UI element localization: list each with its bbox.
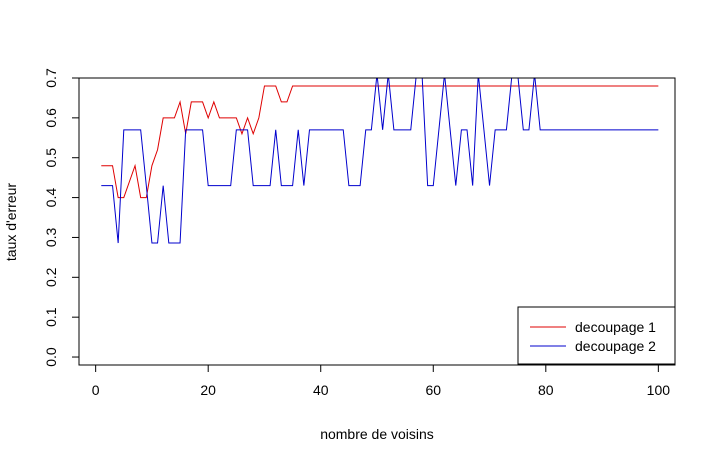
x-axis-title: nombre de voisins [320,426,434,442]
y-tick-label: 0.1 [43,307,59,327]
x-tick-label: 60 [425,382,441,398]
legend-label-decoupage-2: decoupage 2 [575,338,656,354]
y-tick-label: 0.4 [43,188,59,208]
legend-box [517,306,676,365]
y-axis: 0.0 0.1 0.2 0.3 0.4 0.5 0.6 0.7 [43,68,80,367]
y-axis-title: taux d'erreur [3,183,19,261]
plot-frame [78,77,676,366]
x-tick-label: 0 [92,382,100,398]
x-tick-label: 80 [538,382,554,398]
legend: decoupage 1 decoupage 2 [517,306,676,365]
y-tick-label: 0.2 [43,267,59,287]
x-tick-label: 20 [200,382,216,398]
y-tick-label: 0.7 [43,68,59,88]
series-line-decoupage-2 [101,78,659,244]
series-line-decoupage-1 [101,85,659,199]
y-tick-label: 0.5 [43,148,59,168]
series-layer [101,78,659,244]
x-axis: 0 20 40 60 80 100 [92,364,671,398]
y-tick-label: 0.3 [43,228,59,248]
legend-label-decoupage-1: decoupage 1 [575,319,656,335]
x-tick-label: 40 [313,382,329,398]
y-tick-label: 0.6 [43,108,59,128]
x-tick-label: 100 [647,382,671,398]
y-tick-label: 0.0 [43,347,59,367]
